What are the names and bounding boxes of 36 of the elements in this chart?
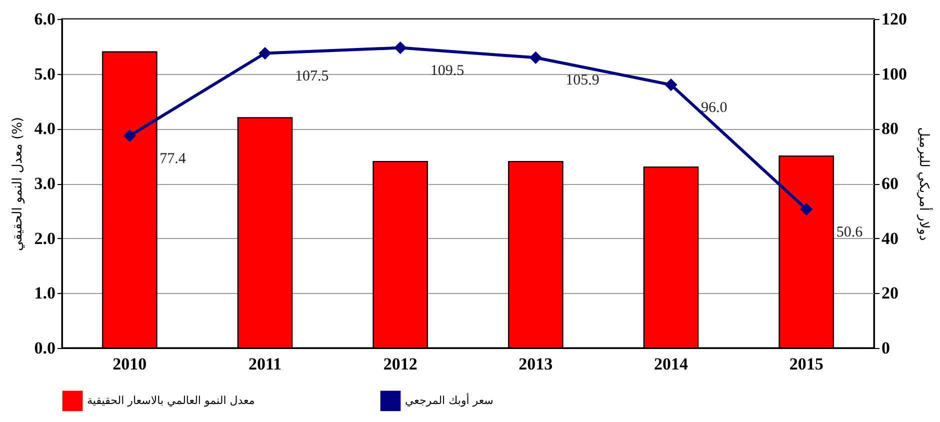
point	[394, 41, 407, 54]
y2-tick-label: 0	[882, 338, 890, 358]
data-label: 105.9	[566, 72, 600, 89]
y-tick-label: 4.0	[34, 119, 56, 138]
x-tick-label: 2013	[518, 354, 553, 374]
legend-label: سعر أوبك المرجعي	[405, 392, 494, 407]
point	[258, 46, 272, 60]
x-tick-label: 2010	[112, 354, 147, 374]
y2-tick-label: 100	[882, 64, 907, 84]
y2-axis-title: دولار أمريكي للبرميل	[916, 127, 933, 241]
point	[664, 78, 678, 92]
y2-tick-label: 120	[882, 10, 907, 28]
x-tick-label: 2011	[248, 354, 282, 374]
point	[800, 202, 813, 216]
x-tick-label: 2015	[789, 354, 824, 374]
y-tick-label: 0.0	[34, 338, 56, 358]
point	[123, 129, 136, 142]
legend-label: معدل النمو العالمي بالاسعار الحقيقية	[87, 394, 255, 407]
data-label: 50.6	[836, 224, 864, 240]
y-tick-label: 6.0	[34, 10, 56, 28]
y-tick-label: 2.0	[34, 228, 56, 248]
data-label: 107.5	[295, 68, 329, 84]
data-label: 109.5	[430, 62, 464, 79]
x-tick-label: 2014	[654, 354, 688, 374]
y2-tick-label: 80	[882, 119, 898, 138]
y-tick-label: 3.0	[34, 174, 56, 193]
data-label: 77.4	[160, 150, 186, 167]
point	[529, 51, 542, 64]
y2-tick-label: 20	[882, 284, 898, 303]
x-tick-label: 2012	[383, 354, 418, 374]
data-label: 96.0	[701, 100, 728, 116]
y2-tick-label: 40	[882, 228, 898, 248]
y-tick-label: 5.0	[34, 64, 56, 84]
y-tick-label: 1.0	[34, 284, 56, 303]
y2-tick-label: 60	[882, 174, 898, 193]
y-axis-title: معدل النمو الحقيقي (%)	[10, 116, 26, 252]
